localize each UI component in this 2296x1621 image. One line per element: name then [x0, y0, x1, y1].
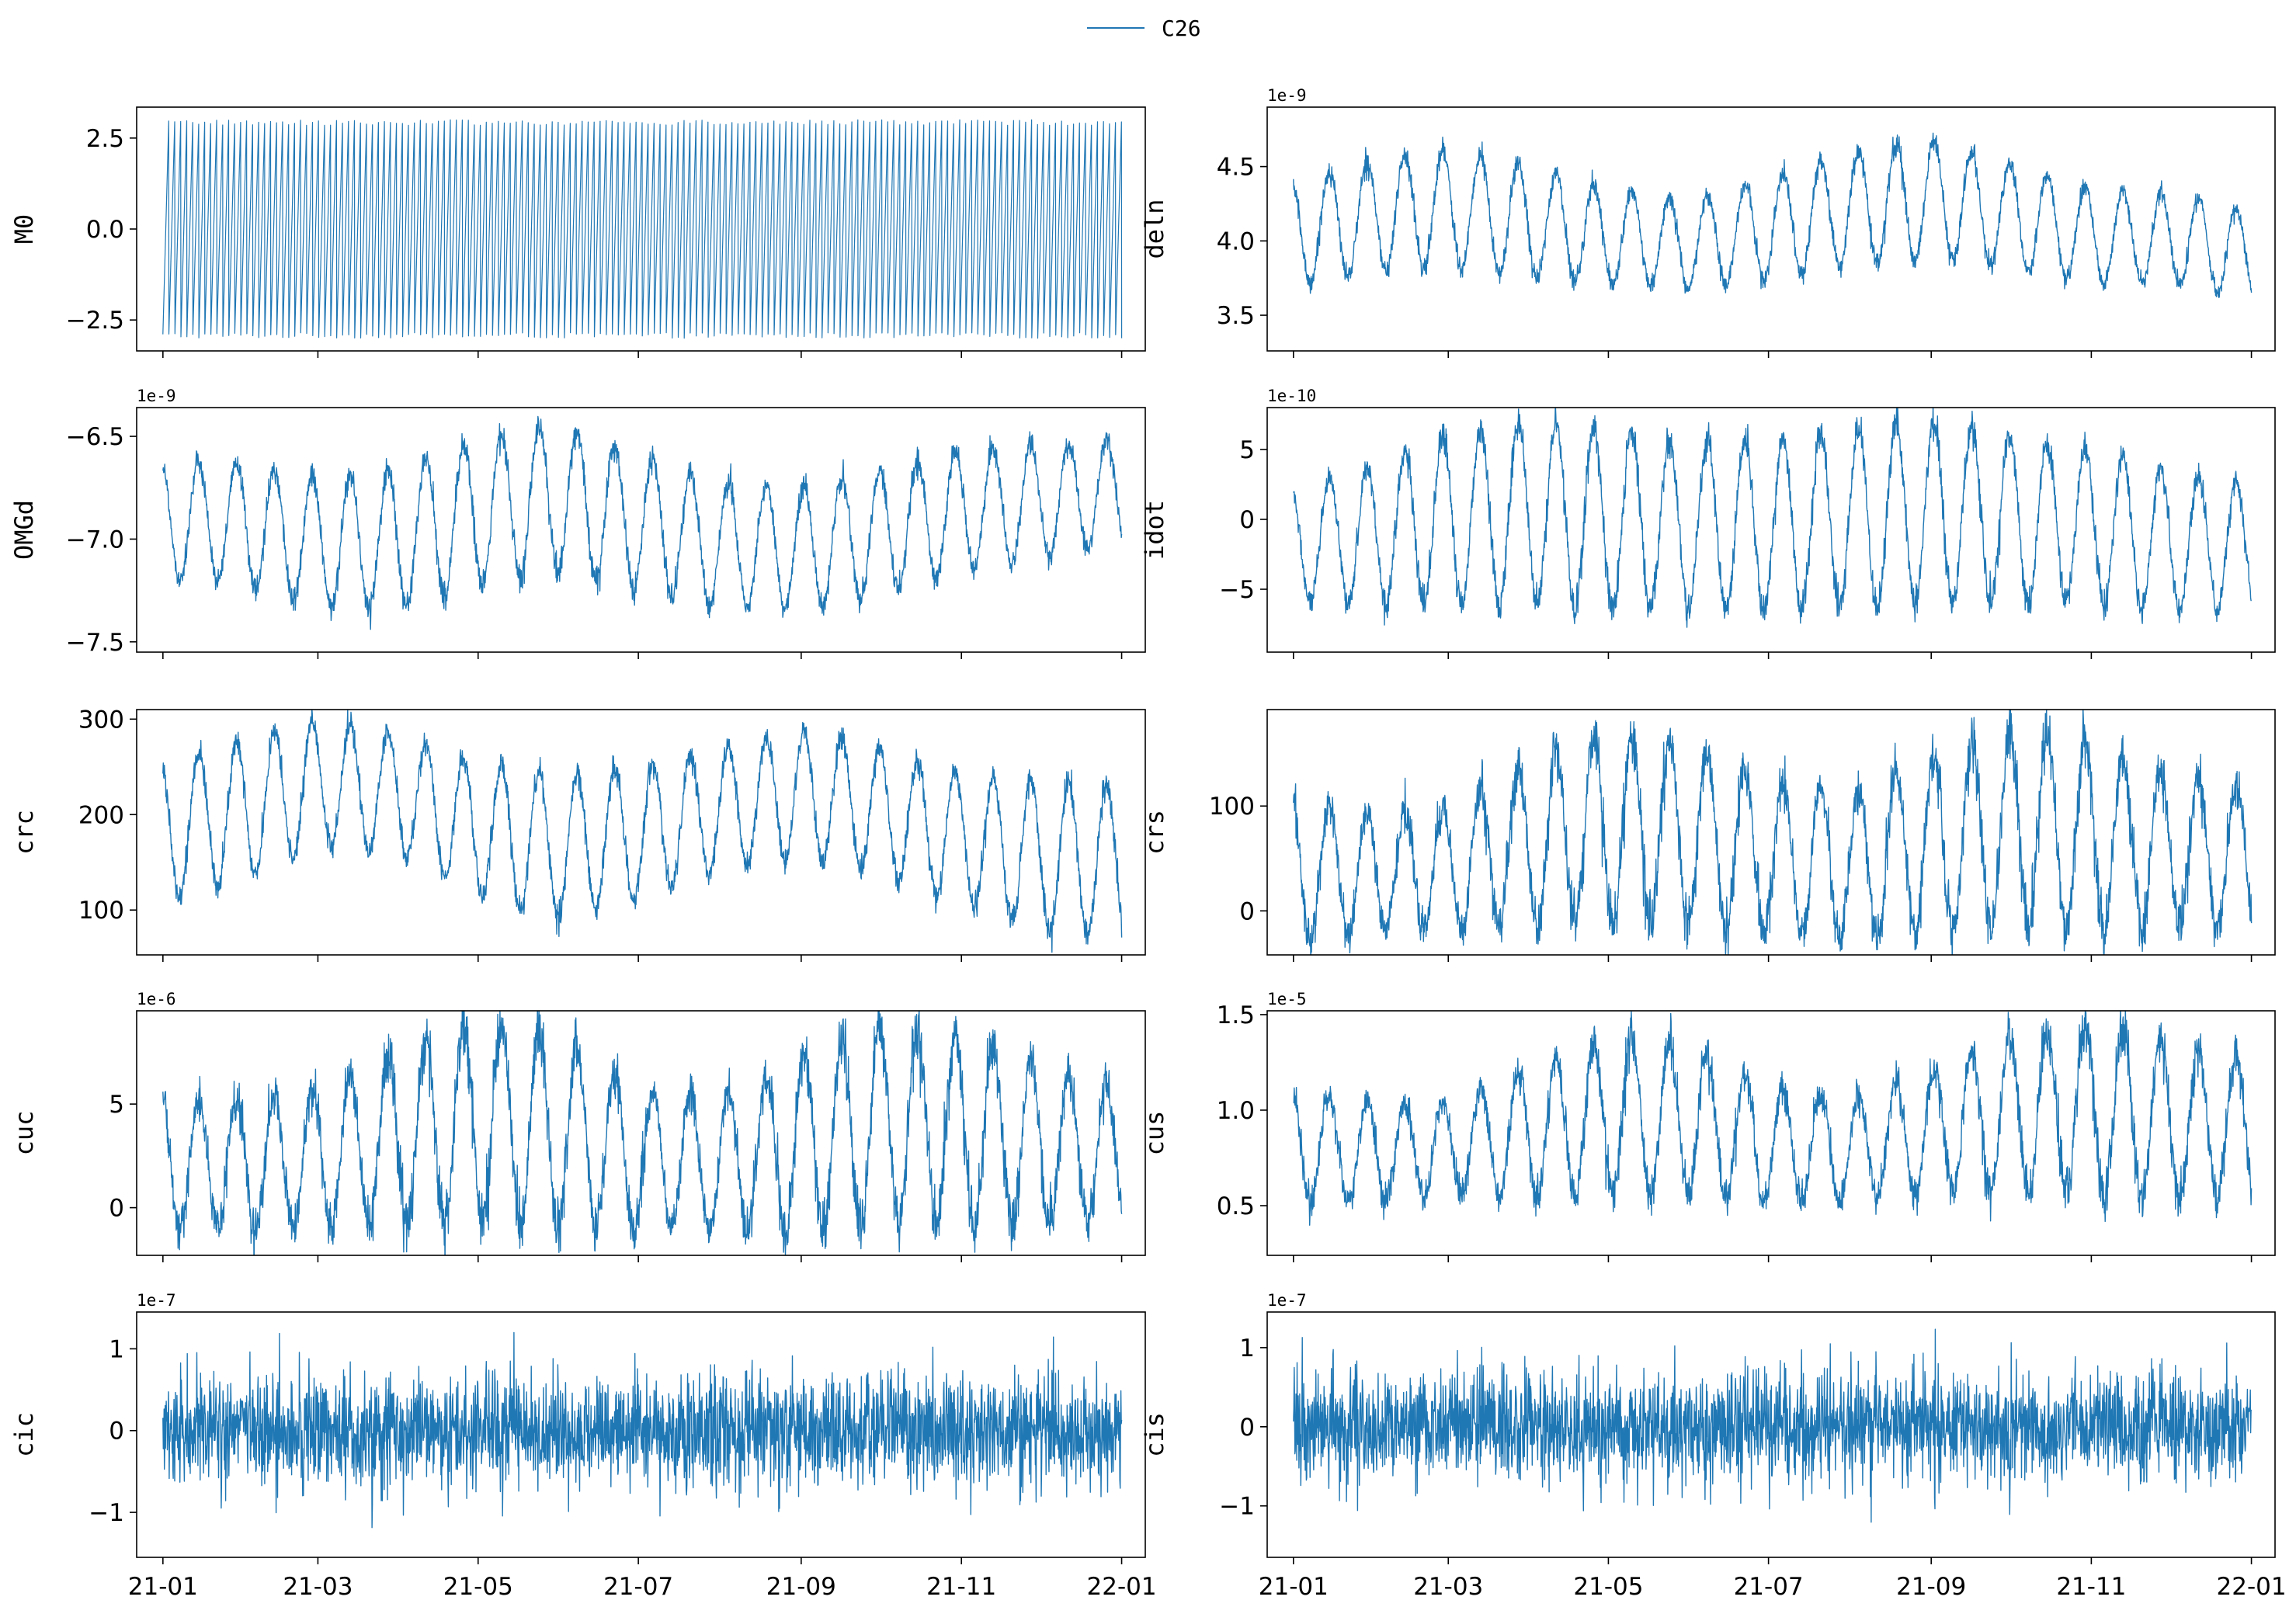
- y-tick-label: 0: [1239, 506, 1255, 534]
- x-tick-label: 21-05: [1573, 1573, 1643, 1601]
- legend-label: C26: [1162, 15, 1201, 41]
- y-tick-label: 200: [78, 801, 124, 829]
- y-tick-label: 1: [109, 1335, 124, 1363]
- y-tick-label: 1.0: [1217, 1097, 1255, 1125]
- subplot-M0: 2.5 0.0 −2.5 M0: [9, 106, 1146, 358]
- offset-text: 1e-7: [137, 1291, 176, 1310]
- legend-line-swatch: [1087, 27, 1145, 29]
- legend: C26: [1087, 11, 1201, 45]
- y-tick-label: −1: [1219, 1493, 1255, 1521]
- axes-frame: [136, 407, 1146, 653]
- y-tick-label: 0.5: [1217, 1192, 1255, 1220]
- x-tick-label: 21-09: [766, 1573, 836, 1601]
- y-axis-label: cic: [9, 1412, 39, 1457]
- series-line-crc: [162, 710, 1123, 953]
- x-tick-label: 21-07: [1734, 1573, 1804, 1601]
- series-line-deln: [1293, 132, 2253, 299]
- y-axis-label: cuc: [9, 1111, 39, 1156]
- subplot-crs: 100 0 crs: [1140, 709, 2276, 962]
- x-tick-label: 21-11: [2056, 1573, 2126, 1601]
- x-tick-label: 21-11: [926, 1573, 996, 1601]
- y-tick-label: 2.5: [86, 125, 124, 153]
- subplot-idot: 5 0 −5 idot 1e-10: [1140, 387, 2276, 659]
- subplot-crc: 300 200 100 crc: [9, 706, 1146, 962]
- series-line-M0: [162, 119, 1123, 339]
- subplot-cuc: 5 0 cuc 1e-6: [9, 990, 1146, 1262]
- y-axis-label: crc: [9, 810, 39, 855]
- x-tick-label: 22-01: [1087, 1573, 1157, 1601]
- axes-frame: [1266, 407, 2276, 653]
- y-tick-label: −7.5: [66, 629, 124, 657]
- x-tick-label: 21-09: [1896, 1573, 1966, 1601]
- x-tick-label: 21-07: [603, 1573, 673, 1601]
- y-axis-label: crs: [1140, 810, 1169, 855]
- offset-text: 1e-7: [1267, 1291, 1307, 1310]
- y-axis-label: cus: [1140, 1111, 1169, 1156]
- y-tick-label: −5: [1219, 576, 1255, 604]
- y-tick-label: −6.5: [66, 423, 124, 451]
- axes-frame: [1266, 1311, 2276, 1558]
- series-line-crs: [1293, 710, 2253, 955]
- series-line-cis: [1293, 1328, 2253, 1523]
- x-tick-label: 21-05: [443, 1573, 513, 1601]
- y-tick-label: 4.5: [1217, 154, 1255, 182]
- axes-frame: [1266, 709, 2276, 956]
- axes-frame: [136, 1311, 1146, 1558]
- axes-frame: [1266, 106, 2276, 352]
- y-tick-label: 0: [1239, 1414, 1255, 1442]
- series-line-cuc: [162, 1011, 1123, 1255]
- subplot-cic: 1 0 −1 cic 1e-7 21-01 21-03 21-05 21-07 21-09 21-1…: [9, 1291, 1157, 1601]
- y-tick-label: 5: [109, 1091, 124, 1119]
- y-tick-label: −2.5: [66, 307, 124, 335]
- x-tick-label: 21-03: [1413, 1573, 1483, 1601]
- subplot-cis: 1 0 −1 cis 1e-7 21-01 21-03 21-05 21-07 21-09 21-1…: [1140, 1291, 2287, 1601]
- series-line-cus: [1293, 1011, 2253, 1226]
- y-axis-label: cis: [1140, 1412, 1169, 1457]
- y-axis-label: idot: [1140, 500, 1169, 560]
- y-tick-label: 4.0: [1217, 227, 1255, 255]
- offset-text: 1e-9: [137, 387, 176, 405]
- offset-text: 1e-6: [137, 990, 176, 1008]
- y-tick-label: −1: [89, 1499, 124, 1527]
- series-line-idot: [1293, 408, 2252, 628]
- subplot-cus: 1.5 1.0 0.5 cus 1e-5: [1140, 990, 2276, 1262]
- y-tick-label: 100: [1209, 793, 1255, 821]
- y-tick-label: 3.5: [1217, 302, 1255, 330]
- y-axis-label: deln: [1140, 199, 1169, 259]
- subplot-deln: 4.5 4.0 3.5 deln 1e-9: [1140, 86, 2276, 358]
- x-tick-label: 22-01: [2217, 1573, 2287, 1601]
- y-tick-label: 1: [1239, 1335, 1255, 1362]
- axes-frame: [136, 709, 1146, 956]
- x-tick-label: 21-03: [283, 1573, 353, 1601]
- offset-text: 1e-10: [1267, 387, 1316, 405]
- y-tick-label: 300: [78, 706, 124, 734]
- y-tick-label: 0.0: [86, 216, 124, 244]
- series-line-OMGd: [162, 415, 1123, 630]
- y-axis-label: M0: [9, 214, 39, 245]
- y-tick-label: 0: [109, 1418, 124, 1446]
- axes-frame: [1266, 1010, 2276, 1256]
- y-tick-label: 5: [1239, 436, 1255, 464]
- offset-text: 1e-5: [1267, 990, 1307, 1008]
- y-tick-label: 0: [1239, 897, 1255, 925]
- y-tick-label: 1.5: [1217, 1001, 1255, 1029]
- y-axis-label: OMGd: [9, 500, 39, 560]
- offset-text: 1e-9: [1267, 86, 1307, 105]
- y-tick-label: 100: [78, 897, 124, 925]
- series-line-cic: [162, 1331, 1123, 1529]
- x-tick-label: 21-01: [128, 1573, 198, 1601]
- axes-frame: [136, 1010, 1146, 1256]
- y-tick-label: 0: [109, 1195, 124, 1223]
- x-tick-label: 21-01: [1259, 1573, 1329, 1601]
- y-tick-label: −7.0: [66, 526, 124, 554]
- subplot-OMGd: −6.5 −7.0 −7.5 OMGd 1e-9: [9, 387, 1146, 659]
